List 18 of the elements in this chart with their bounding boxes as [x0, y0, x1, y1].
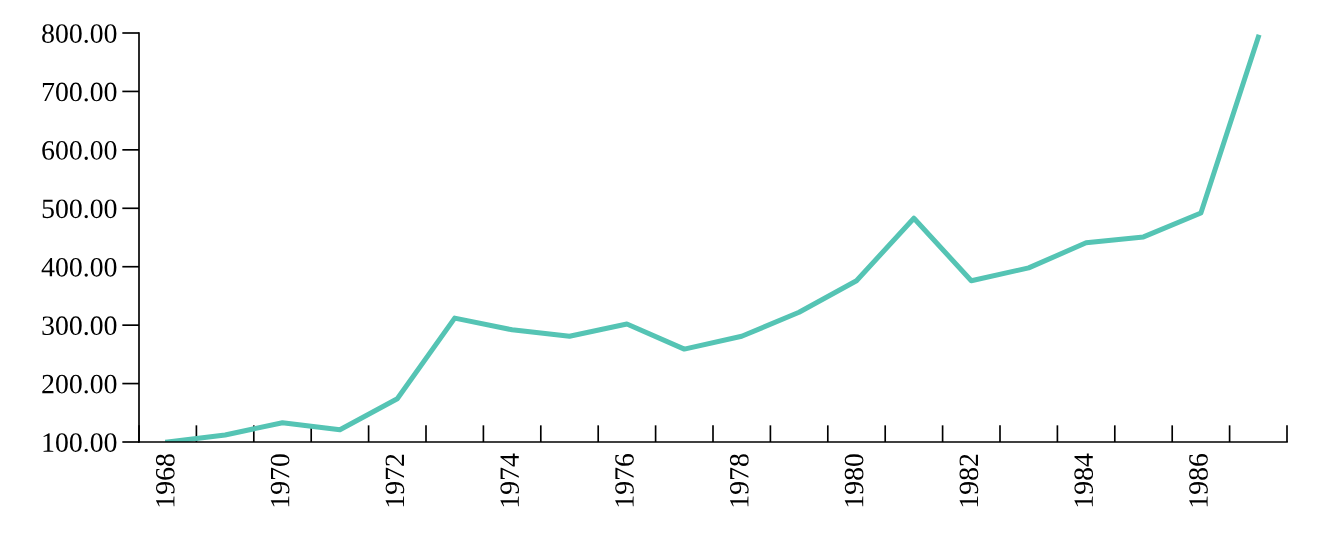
- x-tick-label: 1974: [500, 453, 520, 507]
- x-tick-label: 1980: [844, 454, 864, 507]
- y-tick-label: 100.00: [43, 433, 117, 453]
- x-tick-label: 1984: [1074, 453, 1094, 507]
- x-tick-label: 1972: [385, 454, 405, 507]
- y-tick-label: 700.00: [42, 82, 117, 102]
- x-tick-label: 1982: [959, 454, 979, 507]
- x-tick-label: 1978: [729, 454, 749, 507]
- y-tick-label: 400.00: [41, 257, 117, 277]
- x-tick-label: 1970: [270, 454, 290, 507]
- y-tick-label: 500.00: [42, 199, 117, 219]
- x-tick-label: 1986: [1189, 453, 1208, 507]
- x-tick-label: 1968: [155, 454, 175, 507]
- y-tick-label: 200.00: [42, 374, 117, 394]
- y-tick-label: 300.00: [42, 316, 117, 336]
- y-tick-label: 600.00: [42, 141, 117, 160]
- x-tick-label: 1976: [615, 453, 634, 507]
- y-tick-label: 800.00: [42, 24, 117, 44]
